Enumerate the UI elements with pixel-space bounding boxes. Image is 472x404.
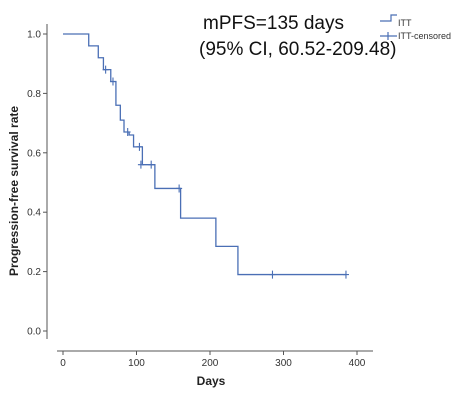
tick-group: 0 100 200 300 400 0.0 0.2 0.4 0.6 0.8 1.0 xyxy=(27,30,366,370)
y-tick-label-0: 0.0 xyxy=(27,327,41,338)
y-tick-label-1: 0.2 xyxy=(27,267,41,278)
censor-marks xyxy=(102,65,349,279)
x-tick-label-2: 200 xyxy=(202,358,219,369)
x-tick-label-1: 100 xyxy=(128,358,145,369)
censor-mark-8 xyxy=(342,270,349,279)
censor-mark-3 xyxy=(136,142,143,151)
censor-mark-4 xyxy=(137,160,144,169)
annotation-line-2: (95% CI, 60.52-209.48) xyxy=(199,39,397,60)
y-tick-label-3: 0.6 xyxy=(27,148,41,159)
x-tick-label-4: 400 xyxy=(349,358,366,369)
legend: ITT ITT-censored xyxy=(380,14,451,41)
y-tick-label-2: 0.4 xyxy=(27,208,41,219)
censor-mark-0 xyxy=(102,65,109,74)
x-tick-label-3: 300 xyxy=(275,358,292,369)
legend-censored-label: ITT-censored xyxy=(398,31,451,41)
y-tick-label-5: 1.0 xyxy=(27,30,41,41)
censor-mark-5 xyxy=(148,160,155,169)
censor-mark-2 xyxy=(124,128,131,137)
legend-itt-swatch xyxy=(380,14,397,22)
x-axis-title: Days xyxy=(197,374,226,388)
axes xyxy=(46,24,373,352)
annotation-line-1: mPFS=135 days xyxy=(203,13,344,34)
legend-itt-label: ITT xyxy=(398,18,412,28)
legend-censored-swatch xyxy=(380,32,397,40)
censor-mark-7 xyxy=(269,270,276,279)
censor-mark-6 xyxy=(176,184,183,193)
y-axis-title: Progression-free survival rate xyxy=(7,106,21,276)
x-tick-label-0: 0 xyxy=(60,358,66,369)
y-tick-label-4: 0.8 xyxy=(27,89,41,100)
censor-mark-1 xyxy=(109,77,116,86)
